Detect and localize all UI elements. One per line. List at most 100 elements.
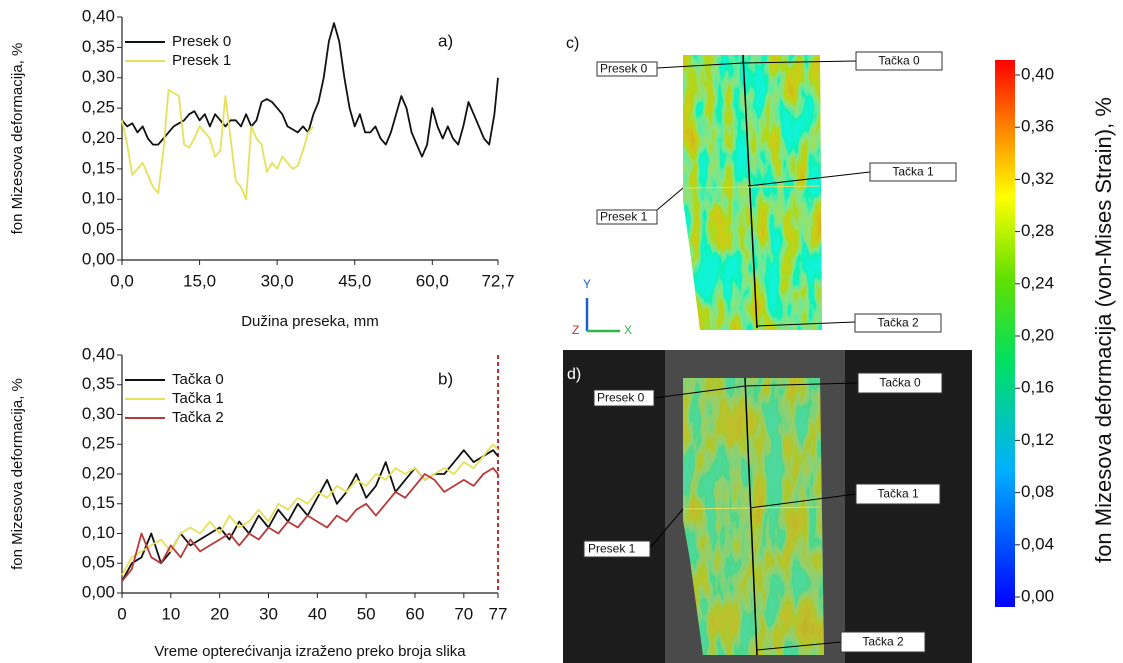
x-tick-label: 0,0: [110, 271, 134, 290]
section-line: [682, 185, 821, 189]
callout-box: [869, 162, 957, 182]
colorbar-tick-label: 0,00: [1021, 586, 1054, 605]
x-tick-label: 30,0: [261, 271, 294, 290]
callout-box: [857, 372, 943, 394]
y-tick-label: 0,30: [82, 67, 115, 86]
leader: [747, 171, 871, 187]
y-tick-label: 0,05: [82, 219, 115, 238]
y-tick-label: 0,40: [82, 6, 115, 25]
callout: Tačka 0: [878, 54, 920, 68]
y-tick-label: 0,15: [82, 158, 115, 177]
callout: Presek 0: [597, 391, 645, 405]
axis-name: Z: [572, 323, 579, 337]
callout-box: [593, 389, 655, 407]
legend-label: Tačka 2: [172, 409, 224, 426]
callout-box: [855, 51, 943, 71]
callout-box: [840, 631, 926, 653]
callout: Tačka 1: [877, 487, 919, 501]
colorbar-tick-label: 0,28: [1021, 221, 1054, 240]
y-axis-label: fon Mizesova deformacija, %: [9, 43, 26, 235]
x-tick-label: 77: [489, 604, 508, 623]
legend-label: Presek 0: [172, 33, 231, 50]
x-tick-label: 30: [259, 604, 278, 623]
x-tick-label: 20: [210, 604, 229, 623]
x-axis-label: Dužina preseka, mm: [241, 313, 379, 330]
legend-label: Tačka 1: [172, 390, 224, 407]
callout: Presek 1: [588, 542, 636, 556]
y-tick-label: 0,05: [82, 553, 115, 572]
callout: Tačka 2: [877, 316, 919, 330]
x-tick-label: 0: [117, 604, 126, 623]
axis-name: X: [624, 323, 632, 337]
callout-box: [583, 540, 651, 558]
x-tick-label: 40: [308, 604, 327, 623]
y-tick-label: 0,15: [82, 493, 115, 512]
y-tick-label: 0,10: [82, 523, 115, 542]
data-line: [121, 449, 499, 582]
y-tick-label: 0,25: [82, 98, 115, 117]
leader: [744, 382, 859, 387]
strain-texture: [683, 378, 824, 655]
colorbar: [995, 60, 1015, 607]
x-tick-label: 45,0: [338, 271, 371, 290]
legend-label: Tačka 0: [172, 371, 224, 388]
panel-c: c) Presek 0 Presek 1 Tačka 0 Tačka 1 Tač…: [566, 35, 957, 337]
callout: Tačka 1: [892, 165, 934, 179]
colorbar-tick-label: 0,04: [1021, 534, 1054, 553]
callout: Tačka 0: [879, 376, 921, 390]
colorbar-tick-label: 0,08: [1021, 482, 1054, 501]
y-tick-label: 0,20: [82, 463, 115, 482]
leader: [656, 62, 744, 69]
x-tick-label: 70: [454, 604, 473, 623]
leader: [649, 508, 684, 549]
leader: [742, 60, 857, 64]
colorbar-tick-label: 0,40: [1021, 64, 1054, 83]
panel-d: d) Presek 0 Presek 1 Tačka 0 Tačka 1 Tač…: [563, 350, 972, 663]
x-tick-label: 50: [357, 604, 376, 623]
y-tick-label: 0,00: [82, 249, 115, 268]
callout: Tačka 2: [862, 635, 904, 649]
data-line: [121, 467, 499, 582]
leader: [756, 641, 842, 651]
colorbar-tick-label: 0,20: [1021, 325, 1054, 344]
colorbar-label: fon Mizesova deformacija (von-Mises Stra…: [1091, 97, 1116, 563]
colorbar-tick-label: 0,12: [1021, 430, 1054, 449]
x-tick-label: 60: [406, 604, 425, 623]
y-tick-label: 0,20: [82, 128, 115, 147]
y-tick-label: 0,40: [82, 344, 115, 363]
y-tick-label: 0,30: [82, 404, 115, 423]
y-tick-label: 0,35: [82, 37, 115, 56]
y-axis-label: fon Mizesova deformacija, %: [9, 378, 26, 570]
colorbar-tick-label: 0,24: [1021, 273, 1054, 292]
data-line: [121, 443, 499, 576]
section-line: [744, 377, 758, 656]
colorbar-tick-label: 0,32: [1021, 169, 1054, 188]
callout-box: [596, 209, 658, 225]
y-tick-label: 0,10: [82, 189, 115, 208]
data-line: [121, 22, 499, 158]
callout-box: [855, 483, 941, 505]
callout: Presek 1: [600, 210, 648, 224]
x-tick-label: 10: [161, 604, 180, 623]
strain-texture: [683, 55, 822, 330]
colorbar-tick-label: 0,16: [1021, 378, 1054, 397]
panel-label: c): [566, 35, 579, 52]
leader: [653, 385, 746, 399]
axis-name: Y: [583, 277, 591, 291]
y-tick-label: 0,35: [82, 374, 115, 393]
leader: [656, 187, 684, 211]
data-line: [121, 89, 315, 201]
callout-box: [596, 61, 658, 77]
callout-box: [854, 313, 942, 333]
panel-label: a): [438, 31, 453, 50]
x-tick-label: 15,0: [183, 271, 216, 290]
leader: [756, 321, 856, 327]
x-tick-label: 72,7: [481, 271, 514, 290]
y-tick-label: 0,25: [82, 434, 115, 453]
section-line: [742, 54, 758, 329]
y-tick-label: 0,00: [82, 582, 115, 601]
leader: [749, 493, 857, 509]
callout: Presek 0: [600, 62, 648, 76]
panel-label: b): [438, 369, 453, 388]
